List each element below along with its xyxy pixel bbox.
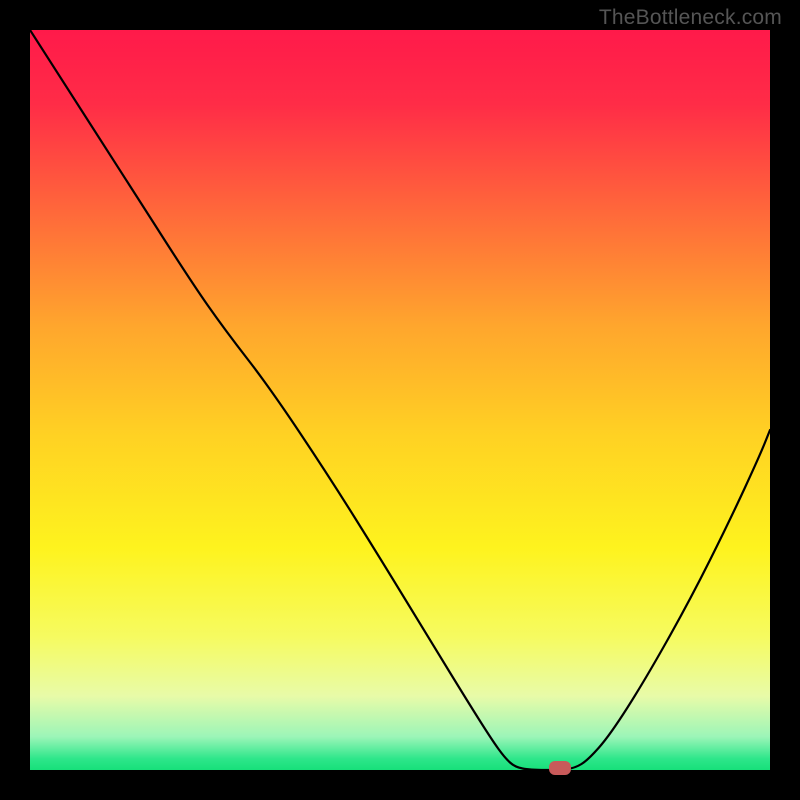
watermark-text: TheBottleneck.com [599,6,782,30]
optimal-point-marker [549,761,571,775]
gradient-panel [30,30,770,770]
chart-stage: TheBottleneck.com [0,0,800,800]
bottleneck-chart-svg [0,0,800,800]
